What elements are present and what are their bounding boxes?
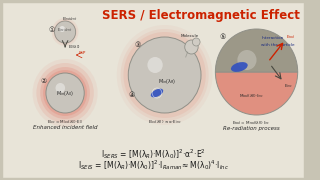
Text: I$_{SEIS}$ = [M(λ$_R$)·M(λ$_0$)]$^2$·I$_{Raman}$≈ M(λ$_0$)$^4$·I$_{Inc}$: I$_{SEIS}$ = [M(λ$_R$)·M(λ$_0$)]$^2$·I$_… bbox=[78, 158, 229, 172]
Circle shape bbox=[59, 26, 65, 32]
Circle shape bbox=[46, 73, 84, 113]
Text: Enhanced incident field: Enhanced incident field bbox=[33, 125, 97, 130]
Circle shape bbox=[40, 67, 90, 119]
Circle shape bbox=[52, 18, 78, 46]
Text: E$_{loc}$ = M$_{loc}$(λ$_0$)·E$_0$: E$_{loc}$ = M$_{loc}$(λ$_0$)·E$_0$ bbox=[47, 118, 83, 126]
Text: I$_{SERS}$ = [M(λ$_R$)·M(λ$_0$)]$^2$·α$^2$·E$^2$: I$_{SERS}$ = [M(λ$_R$)·M(λ$_0$)]$^2$·α$^… bbox=[101, 147, 205, 161]
Ellipse shape bbox=[231, 62, 248, 72]
Circle shape bbox=[55, 83, 65, 93]
Ellipse shape bbox=[151, 89, 163, 97]
Text: M$_{rad}$(λ$_R$)·I$_{inc}$: M$_{rad}$(λ$_R$)·I$_{inc}$ bbox=[239, 92, 264, 100]
Text: E$_{inc}$: E$_{inc}$ bbox=[284, 82, 293, 90]
Text: ③: ③ bbox=[135, 42, 141, 48]
Text: ④: ④ bbox=[128, 92, 134, 98]
Text: ⑤: ⑤ bbox=[220, 34, 226, 40]
Circle shape bbox=[124, 32, 206, 118]
Text: E$_{Incident}$: E$_{Incident}$ bbox=[62, 15, 78, 23]
Text: Interaction: Interaction bbox=[261, 36, 284, 40]
FancyBboxPatch shape bbox=[2, 2, 304, 178]
Text: Re-radiation process: Re-radiation process bbox=[223, 126, 280, 131]
Circle shape bbox=[192, 38, 200, 46]
Text: ①: ① bbox=[49, 27, 55, 33]
Text: E$_{incident}$: E$_{incident}$ bbox=[57, 26, 73, 34]
Circle shape bbox=[128, 37, 201, 113]
Circle shape bbox=[55, 21, 76, 43]
Circle shape bbox=[237, 50, 257, 70]
Text: M$_{in}$(λ$_R$): M$_{in}$(λ$_R$) bbox=[158, 76, 177, 86]
Text: M$_{in}$(λ$_0$): M$_{in}$(λ$_0$) bbox=[56, 89, 74, 98]
Text: SERS / Electromagnetic Effect: SERS / Electromagnetic Effect bbox=[102, 9, 300, 22]
Circle shape bbox=[185, 40, 198, 54]
Circle shape bbox=[43, 70, 87, 116]
Circle shape bbox=[117, 25, 212, 125]
Circle shape bbox=[33, 59, 98, 127]
Wedge shape bbox=[215, 72, 298, 115]
Circle shape bbox=[148, 57, 163, 73]
Text: E$_{rad}$: E$_{rad}$ bbox=[286, 33, 296, 41]
Text: E$_{rad}$ = M$_{rad}$(λ$_R$)·I$_{inc}$: E$_{rad}$ = M$_{rad}$(λ$_R$)·I$_{inc}$ bbox=[233, 119, 271, 127]
Circle shape bbox=[54, 20, 76, 44]
Text: with the particle: with the particle bbox=[261, 43, 295, 47]
Wedge shape bbox=[215, 29, 298, 72]
Text: ②: ② bbox=[41, 78, 47, 84]
Text: E$_{loc}$(λ$_R$) ≈ α·E$_{inc}$: E$_{loc}$(λ$_R$) ≈ α·E$_{inc}$ bbox=[148, 118, 181, 126]
Circle shape bbox=[121, 29, 209, 121]
Text: E$_0$(λ$_0$): E$_0$(λ$_0$) bbox=[68, 43, 81, 51]
Text: Molecule: Molecule bbox=[180, 34, 199, 38]
Text: LSP: LSP bbox=[78, 51, 86, 55]
Circle shape bbox=[36, 63, 94, 123]
